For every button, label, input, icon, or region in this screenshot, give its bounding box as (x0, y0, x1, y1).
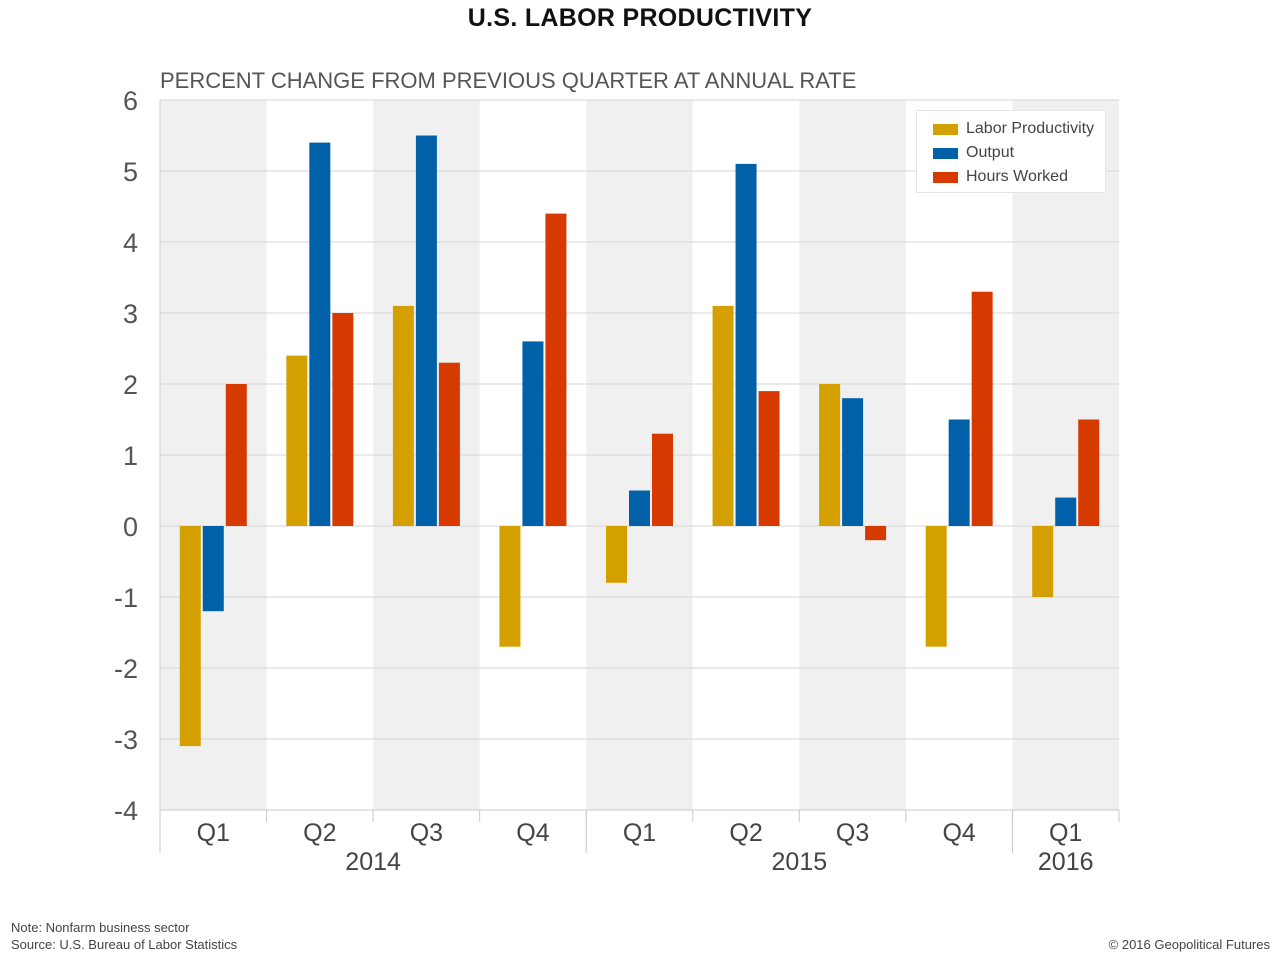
y-tick-label: -1 (114, 583, 138, 613)
legend-label-labor-productivity: Labor Productivity (966, 120, 1095, 137)
bar-hours-worked (971, 291, 993, 526)
chart-subtitle: PERCENT CHANGE FROM PREVIOUS QUARTER AT … (160, 68, 857, 93)
bar-hours-worked (865, 526, 887, 541)
y-tick-label: 4 (123, 228, 138, 258)
legend-label-hours-worked: Hours Worked (966, 168, 1068, 185)
x-tick-label: Q1 (197, 819, 230, 847)
copyright-text: © 2016 Geopolitical Futures (1108, 937, 1270, 952)
x-group-label: 2016 (1038, 848, 1094, 876)
y-tick-label: 1 (123, 441, 138, 471)
bar-hours-worked (652, 433, 673, 526)
legend-item-labor-productivity: Labor Productivity (933, 119, 1094, 139)
bar-hours-worked (438, 362, 460, 526)
legend-swatch-output (933, 147, 958, 159)
x-tick-label: Q4 (942, 819, 975, 847)
x-group-label: 2015 (772, 848, 828, 876)
legend-label-output: Output (966, 144, 1015, 161)
bar-labor-productivity (179, 526, 201, 747)
bar-output (948, 419, 970, 526)
bar-labor-productivity (712, 305, 734, 526)
x-group-label: 2014 (345, 848, 401, 876)
footnote-source: Source: U.S. Bureau of Labor Statistics (11, 937, 238, 952)
legend-item-output: Output (933, 143, 1014, 163)
bar-output (202, 526, 224, 612)
y-tick-label: -2 (114, 654, 138, 684)
y-tick-label: -4 (114, 796, 138, 826)
x-tick-label: Q1 (1049, 819, 1082, 847)
bar-hours-worked (545, 213, 567, 526)
legend-swatch-labor-productivity (933, 123, 958, 135)
bar-output (842, 398, 864, 526)
bar-hours-worked (758, 391, 780, 526)
bar-hours-worked (225, 384, 247, 526)
bar-hours-worked (1078, 419, 1100, 526)
footnote-note: Note: Nonfarm business sector (11, 920, 190, 935)
bar-labor-productivity (925, 526, 947, 647)
x-tick-label: Q1 (623, 819, 656, 847)
legend-swatch-hours-worked (933, 171, 958, 183)
bar-labor-productivity (819, 384, 841, 526)
bar-output (309, 142, 331, 526)
y-tick-label: 0 (123, 512, 138, 542)
bar-labor-productivity (606, 526, 627, 583)
bar-output (735, 163, 757, 526)
x-tick-label: Q2 (729, 819, 762, 847)
chart-legend: Labor Productivity Output Hours Worked (916, 110, 1106, 193)
y-tick-label: 6 (123, 86, 138, 116)
legend-item-hours-worked: Hours Worked (933, 167, 1068, 187)
bar-output (629, 490, 650, 526)
y-tick-label: 3 (123, 299, 138, 329)
bar-labor-productivity (499, 526, 521, 647)
y-tick-label: 2 (123, 370, 138, 400)
x-tick-label: Q3 (836, 819, 869, 847)
bar-labor-productivity (286, 355, 308, 526)
bar-output (522, 341, 544, 526)
x-tick-label: Q4 (516, 819, 549, 847)
y-tick-label: -3 (114, 725, 138, 755)
y-tick-label: 5 (123, 157, 138, 187)
bar-labor-productivity (392, 305, 414, 526)
bar-labor-productivity (1032, 526, 1054, 597)
chart-title: U.S. LABOR PRODUCTIVITY (467, 4, 813, 32)
bar-output (415, 135, 437, 526)
x-tick-label: Q2 (303, 819, 336, 847)
bar-hours-worked (332, 313, 354, 526)
x-tick-label: Q3 (410, 819, 443, 847)
bar-output (1055, 497, 1077, 526)
